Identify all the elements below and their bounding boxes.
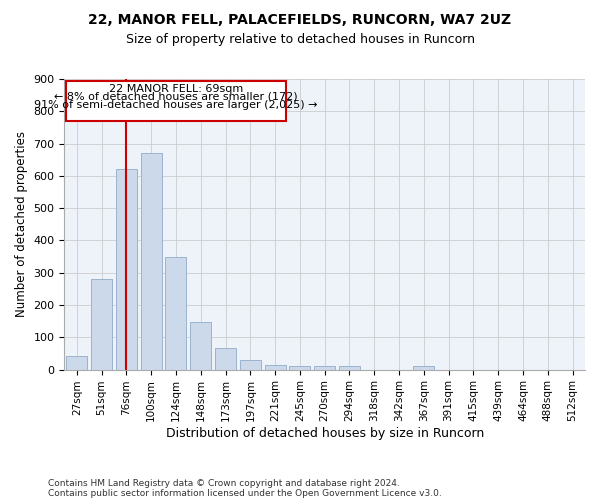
Bar [413,366,434,370]
Bar [91,279,112,370]
Text: Size of property relative to detached houses in Runcorn: Size of property relative to detached ho… [125,32,475,46]
Bar [240,360,261,370]
Bar [215,348,236,370]
Text: Contains public sector information licensed under the Open Government Licence v3: Contains public sector information licen… [48,488,442,498]
X-axis label: Distribution of detached houses by size in Runcorn: Distribution of detached houses by size … [166,427,484,440]
Bar [339,366,360,370]
Text: 91% of semi-detached houses are larger (2,025) →: 91% of semi-detached houses are larger (… [34,100,318,110]
Bar [289,366,310,370]
Bar [190,322,211,370]
Y-axis label: Number of detached properties: Number of detached properties [15,132,28,318]
Text: Contains HM Land Registry data © Crown copyright and database right 2024.: Contains HM Land Registry data © Crown c… [48,478,400,488]
Bar [66,356,88,370]
Bar [314,366,335,370]
Bar [140,154,162,370]
Bar [166,256,187,370]
Text: 22, MANOR FELL, PALACEFIELDS, RUNCORN, WA7 2UZ: 22, MANOR FELL, PALACEFIELDS, RUNCORN, W… [88,12,512,26]
Bar [265,365,286,370]
FancyBboxPatch shape [65,80,286,121]
Text: 22 MANOR FELL: 69sqm: 22 MANOR FELL: 69sqm [109,84,243,94]
Text: ← 8% of detached houses are smaller (172): ← 8% of detached houses are smaller (172… [54,92,298,102]
Bar [116,169,137,370]
